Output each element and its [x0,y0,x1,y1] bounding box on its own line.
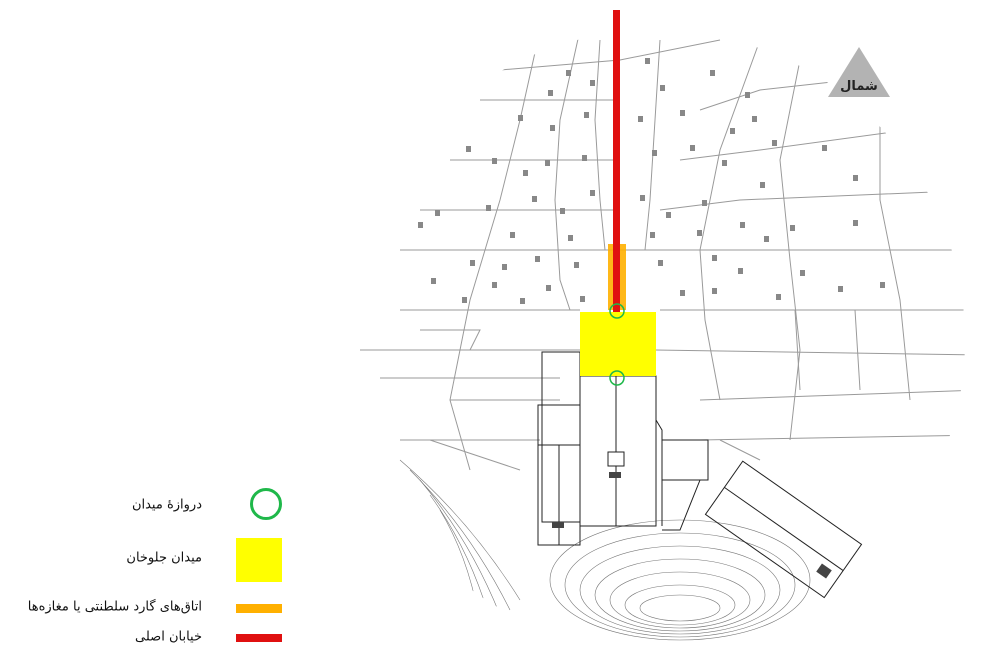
legend-label-gate: دروازهٔ میدان [131,497,202,513]
legend-label-square: میدان جلوخان [126,550,202,566]
building-blocks [418,58,885,304]
square-swatch [236,538,282,582]
legend-item-square: میدان جلوخان [20,538,282,582]
square-gate-south [609,370,625,386]
north-label: شمال [840,79,878,94]
legend-label-street: خیابان اصلی [135,629,202,645]
square-gate-north [609,303,625,319]
legend-label-rooms: اتاق‌های گارد سلطنتی یا مغازه‌ها [27,599,202,615]
palace-complex [537,351,863,599]
circle-icon [250,488,282,520]
bar-swatch [236,604,282,613]
main-street [613,10,620,312]
palace-markers [552,472,832,579]
forecourt-square [580,312,656,376]
legend-item-rooms: اتاق‌های گارد سلطنتی یا مغازه‌ها [20,587,282,627]
legend-item-street: خیابان اصلی [20,617,282,657]
topographic-contours [399,459,811,641]
bar-swatch [236,634,282,642]
north-arrow: شمال [828,47,890,97]
legend-item-gate: دروازهٔ میدان [20,485,282,525]
